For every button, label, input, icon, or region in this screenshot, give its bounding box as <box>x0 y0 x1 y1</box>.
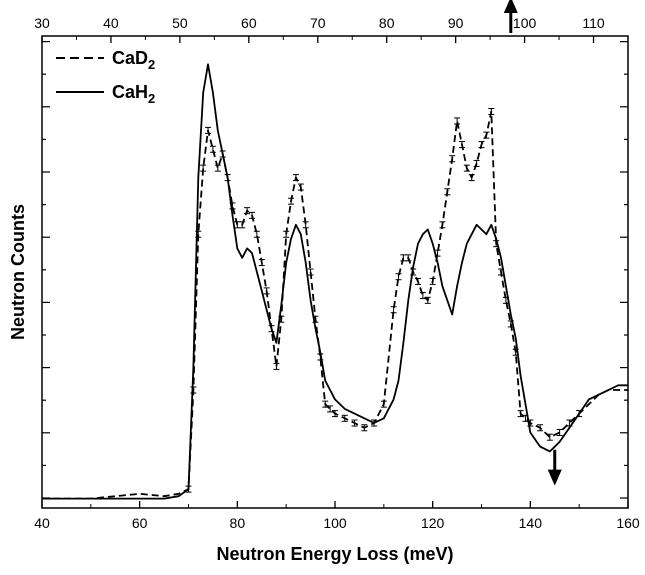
series-line-cah2 <box>42 63 628 500</box>
legend-label-cad2: CaD2 <box>112 48 155 72</box>
x-tick-label: 100 <box>323 515 347 531</box>
bottom-axis: 40 60 80 100 120 140 160 <box>34 501 640 531</box>
top-tick-label: 90 <box>448 15 464 31</box>
legend-label-cah2: CaH2 <box>112 82 155 106</box>
plot-frame <box>41 35 629 509</box>
x-tick-label: 120 <box>421 515 445 531</box>
down-arrow-head <box>547 469 562 486</box>
top-tick-label: 70 <box>310 15 326 31</box>
x-tick-label: 140 <box>519 515 543 531</box>
top-tick-label: 40 <box>103 15 119 31</box>
x-tick-label: 80 <box>230 515 246 531</box>
x-tick-label: 60 <box>132 515 148 531</box>
top-tick-label: 80 <box>379 15 395 31</box>
x-axis-title: Neutron Energy Loss (meV) <box>216 544 453 564</box>
top-tick-label: 50 <box>172 15 188 31</box>
top-tick-label: 30 <box>34 15 50 31</box>
top-tick-label: 100 <box>513 15 537 31</box>
top-tick-label: 60 <box>241 15 257 31</box>
y-axis-title: Neutron Counts <box>8 204 28 340</box>
up-arrow-head <box>503 0 518 13</box>
x-tick-label: 40 <box>34 515 50 531</box>
top-tick-label: 110 <box>582 15 605 31</box>
legend: CaD2 CaH2 <box>56 48 155 106</box>
annotation-layer <box>503 0 562 486</box>
series-line-cad2 <box>42 110 628 500</box>
x-tick-label: 160 <box>616 515 640 531</box>
series-layer <box>42 63 628 500</box>
top-axis: 30 40 50 60 70 80 90 100 110 <box>34 15 605 43</box>
